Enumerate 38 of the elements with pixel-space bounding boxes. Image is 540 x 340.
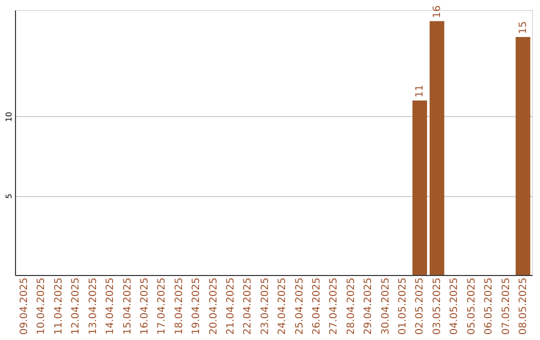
x-tick-label: 13.04.2025: [88, 278, 99, 335]
x-tick-label: 20.04.2025: [208, 278, 220, 335]
x-tick-label: 03.05.2025: [432, 278, 443, 335]
x-tick-label: 19.04.2025: [191, 278, 202, 335]
bar: [430, 21, 444, 275]
x-tick-label: 18.04.2025: [174, 278, 185, 335]
x-tick-label: 27.04.2025: [328, 278, 340, 335]
x-tick-label: 08.05.2025: [518, 278, 529, 335]
x-tick-label: 22.04.2025: [242, 278, 254, 335]
x-tick-label: 07.05.2025: [500, 278, 512, 335]
x-tick-label: 23.04.2025: [260, 278, 271, 335]
x-tick-label: 15.04.2025: [122, 278, 134, 335]
x-tick-label: 30.04.2025: [380, 278, 392, 335]
x-tick-label: 10.04.2025: [36, 278, 48, 335]
x-tick-label: 01.05.2025: [398, 278, 409, 335]
x-tick-label: 09.04.2025: [19, 278, 30, 335]
bar: [412, 100, 428, 275]
data-label: 15: [518, 21, 529, 34]
x-tick-label: 14.04.2025: [105, 278, 116, 335]
x-tick-label: 12.04.2025: [70, 278, 82, 335]
x-tick-label: 17.04.2025: [156, 278, 168, 335]
data-label: 16: [432, 5, 443, 18]
x-tick-label: 26.04.2025: [312, 278, 323, 335]
x-tick-label: 05.05.2025: [466, 278, 478, 335]
x-tick-label: 24.04.2025: [277, 278, 288, 335]
y-tick-label: 10: [4, 112, 14, 122]
x-tick-label: 21.04.2025: [225, 278, 236, 335]
x-tick-label: 29.04.2025: [363, 278, 374, 335]
x-tick-label: 04.05.2025: [449, 278, 460, 335]
x-tick-label: 25.04.2025: [294, 278, 306, 335]
x-tick-label: 02.05.2025: [414, 278, 426, 335]
x-tick-label: 06.05.2025: [484, 278, 495, 335]
data-label: 11: [414, 84, 426, 98]
x-tick-label: 28.04.2025: [346, 278, 357, 335]
bar: [516, 36, 530, 275]
y-tick-label: 5: [4, 194, 14, 199]
x-tick-label: 16.04.2025: [139, 278, 150, 335]
x-tick-label: 11.04.2025: [53, 278, 64, 335]
